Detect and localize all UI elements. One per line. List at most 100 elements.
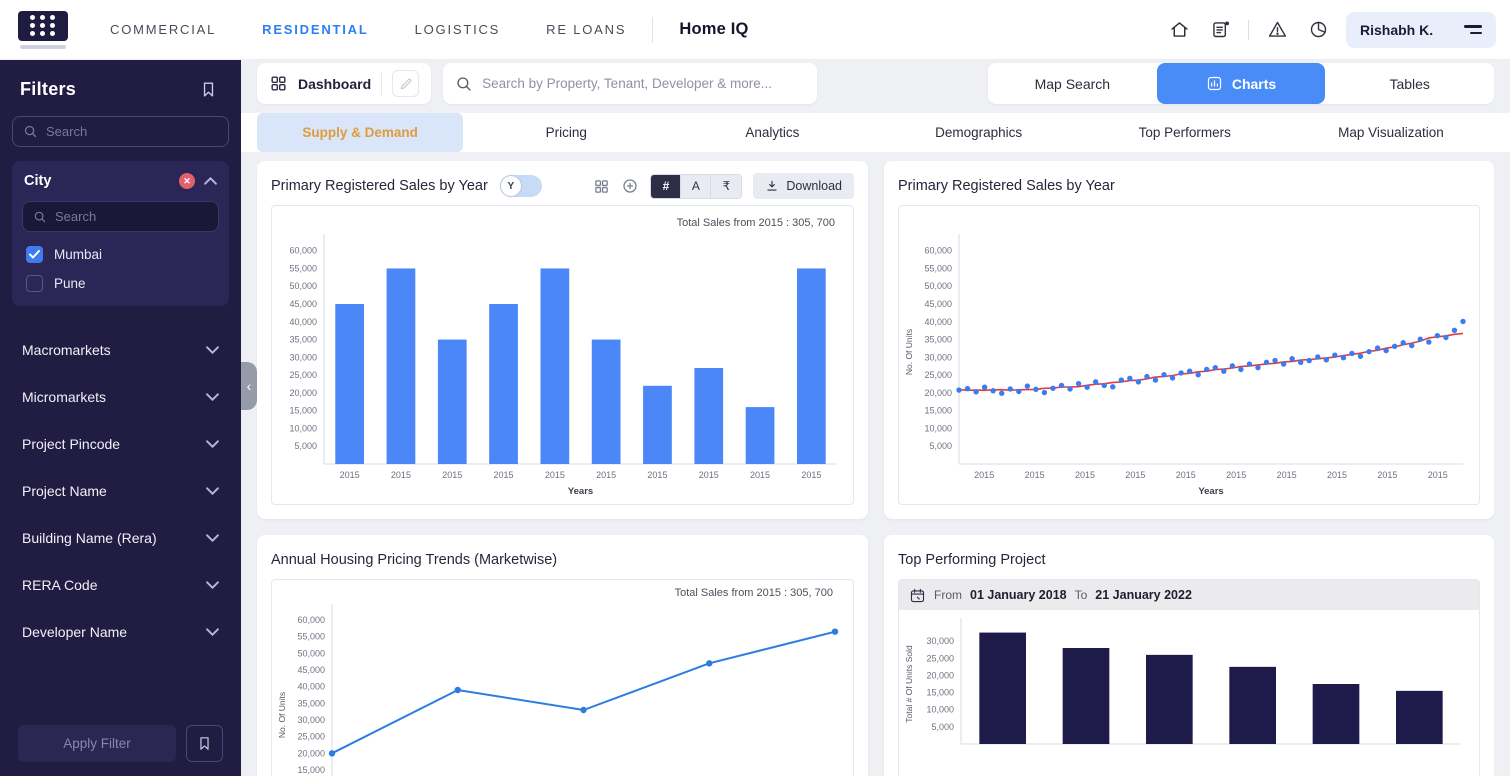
pricing-trends-line-chart: 5,00010,00015,00020,00025,00030,00035,00…: [271, 579, 854, 776]
saved-filters-bookmark-icon[interactable]: [195, 76, 221, 102]
tab-pricing[interactable]: Pricing: [545, 125, 587, 140]
svg-text:50,000: 50,000: [924, 281, 952, 291]
sidebar-item-developer-name[interactable]: Developer Name: [10, 608, 231, 655]
filter-sections: Macromarkets Micromarkets Project Pincod…: [10, 326, 231, 655]
layout-grid-icon[interactable]: [593, 178, 610, 195]
chevron-down-icon: [206, 580, 219, 589]
view-switcher: Map Search Charts Tables: [988, 63, 1494, 104]
tab-demographics[interactable]: Demographics: [935, 125, 1023, 140]
tab-top-performers[interactable]: Top Performers: [1138, 125, 1231, 140]
svg-text:60,000: 60,000: [924, 246, 952, 256]
svg-text:25,000: 25,000: [289, 370, 317, 380]
city-search-input[interactable]: [55, 209, 208, 224]
card-title: Primary Registered Sales by Year: [271, 178, 488, 194]
sidebar-item-project-name[interactable]: Project Name: [10, 467, 231, 514]
global-search-input[interactable]: [482, 76, 806, 91]
home-icon[interactable]: [1166, 17, 1192, 43]
chevron-up-icon[interactable]: [204, 177, 217, 185]
edit-dashboard-button[interactable]: [392, 70, 420, 97]
svg-text:40,000: 40,000: [297, 682, 325, 692]
user-menu-button[interactable]: Rishabh K.: [1346, 11, 1496, 48]
date-from-value[interactable]: 01 January 2018: [970, 588, 1067, 602]
primary-sales-bar-chart: 5,000 10,000 15,000 20,000 25,000 30,000 35,00…: [271, 205, 854, 505]
calendar-edit-icon[interactable]: [909, 587, 926, 604]
svg-text:15,000: 15,000: [297, 765, 325, 775]
svg-text:2015: 2015: [1125, 470, 1145, 480]
nav-item-residential[interactable]: RESIDENTIAL: [262, 22, 369, 37]
svg-text:2015: 2015: [974, 470, 994, 480]
svg-text:2015: 2015: [750, 470, 770, 480]
unit-count-option[interactable]: #: [651, 174, 682, 198]
svg-text:15,000: 15,000: [926, 688, 954, 698]
search-icon: [24, 125, 37, 138]
user-name: Rishabh K.: [1360, 21, 1434, 38]
date-to-value[interactable]: 21 January 2022: [1095, 588, 1192, 602]
svg-text:35,000: 35,000: [297, 698, 325, 708]
news-icon[interactable]: [1207, 17, 1233, 43]
city-option-pune[interactable]: Pune: [22, 269, 219, 298]
nav-item-logistics[interactable]: LOGISTICS: [414, 22, 501, 37]
svg-text:2015: 2015: [340, 470, 360, 480]
brand-logo[interactable]: [18, 10, 68, 49]
year-toggle[interactable]: Y: [499, 175, 542, 197]
nav-item-commercial[interactable]: COMMERCIAL: [110, 22, 217, 37]
city-option-mumbai[interactable]: Mumbai: [22, 240, 219, 269]
pie-chart-icon[interactable]: [1305, 17, 1331, 43]
alert-triangle-icon[interactable]: [1264, 17, 1290, 43]
filters-search-input[interactable]: [46, 124, 218, 139]
bookmark-icon: [200, 737, 209, 750]
svg-text:2015: 2015: [545, 470, 565, 480]
top-projects-bar-chart: 5,000 10,000 15,000 20,000 25,000 30,000 Total…: [899, 610, 1479, 776]
svg-text:2015: 2015: [1025, 470, 1045, 480]
section-label: RERA Code: [22, 576, 98, 593]
sidebar-item-project-pincode[interactable]: Project Pincode: [10, 420, 231, 467]
sidebar-item-building-name[interactable]: Building Name (Rera): [10, 514, 231, 561]
sidebar-item-micromarkets[interactable]: Micromarkets: [10, 373, 231, 420]
checkbox-checked-icon[interactable]: [26, 246, 43, 263]
svg-text:2015: 2015: [1428, 470, 1448, 480]
checkbox-unchecked-icon[interactable]: [26, 275, 43, 292]
sidebar-collapse-handle[interactable]: ‹: [241, 362, 257, 410]
section-label: Developer Name: [22, 623, 128, 640]
view-tables-button[interactable]: Tables: [1389, 75, 1430, 92]
view-charts-button[interactable]: Charts: [1156, 63, 1326, 104]
svg-text:2015: 2015: [442, 470, 462, 480]
tab-analytics[interactable]: Analytics: [745, 125, 800, 140]
sidebar-item-macromarkets[interactable]: Macromarkets: [10, 326, 231, 373]
apply-filter-button[interactable]: Apply Filter: [18, 725, 176, 762]
card-title: Annual Housing Pricing Trends (Marketwis…: [271, 552, 558, 568]
product-title: Home IQ: [679, 20, 749, 38]
date-range-bar: From 01 January 2018 To 21 January 2022: [899, 580, 1479, 610]
section-label: Project Pincode: [22, 435, 121, 452]
card-pricing-trends: Annual Housing Pricing Trends (Marketwis…: [257, 535, 868, 776]
tab-map-visualization[interactable]: Map Visualization: [1338, 125, 1444, 140]
nav-item-re-loans[interactable]: RE LOANS: [546, 22, 627, 37]
city-option-label: Pune: [54, 276, 86, 291]
dashboard-button[interactable]: Dashboard: [257, 63, 432, 104]
sidebar-item-rera-code[interactable]: RERA Code: [10, 561, 231, 608]
global-search: [443, 63, 818, 104]
nav-icon-divider: [1248, 19, 1249, 40]
download-icon: [767, 180, 778, 191]
svg-text:55,000: 55,000: [924, 263, 952, 273]
clear-city-filter-icon[interactable]: ✕: [179, 173, 195, 189]
tab-supply-demand[interactable]: Supply & Demand: [257, 113, 464, 152]
city-section-label: City: [24, 173, 52, 189]
top-projects-panel: From 01 January 2018 To 21 January 2022 …: [898, 579, 1480, 776]
svg-text:20,000: 20,000: [297, 748, 325, 758]
section-label: Macromarkets: [22, 341, 111, 358]
download-button[interactable]: Download: [753, 173, 854, 199]
svg-text:30,000: 30,000: [297, 715, 325, 725]
charts-grid: Primary Registered Sales by Year Y: [257, 161, 1494, 776]
download-label: Download: [786, 179, 842, 193]
save-filter-bookmark-button[interactable]: [186, 725, 223, 762]
unit-area-option[interactable]: A: [681, 174, 712, 198]
nav-divider: [652, 16, 654, 43]
hamburger-menu-icon: [1464, 25, 1482, 34]
svg-text:2015: 2015: [1176, 470, 1196, 480]
svg-text:20,000: 20,000: [289, 388, 317, 398]
view-map-search-button[interactable]: Map Search: [1034, 75, 1111, 92]
zoom-in-icon[interactable]: [621, 177, 639, 195]
section-label: Building Name (Rera): [22, 529, 157, 546]
unit-rupee-option[interactable]: ₹: [711, 174, 742, 198]
